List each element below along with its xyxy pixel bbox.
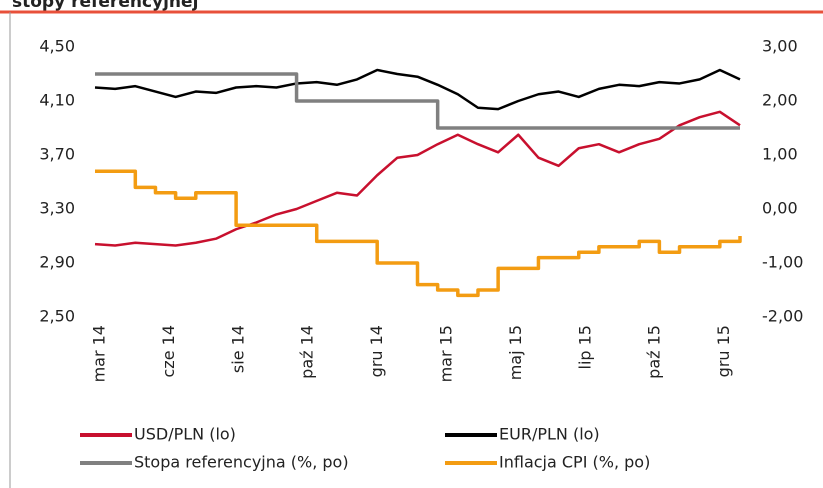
x-tick-label: paź 15 — [645, 325, 664, 379]
x-tick-label: mar 14 — [90, 325, 109, 382]
x-tick-label: gru 15 — [714, 325, 733, 377]
legend-label: Stopa referencyjna (%, po) — [134, 453, 349, 472]
x-tick-label: mar 15 — [437, 325, 456, 382]
y2-tick-label: -2,00 — [762, 307, 803, 326]
x-tick-label: paź 14 — [298, 325, 317, 379]
y-tick-label: 3,30 — [39, 199, 75, 218]
legend-label: Inflacja CPI (%, po) — [499, 453, 650, 472]
legend-label: USD/PLN (lo) — [134, 425, 236, 444]
series-line — [95, 72, 740, 130]
series-line — [94, 68, 741, 111]
x-tick-label: gru 14 — [367, 325, 386, 377]
series-line — [94, 110, 741, 247]
y2-tick-label: 1,00 — [762, 145, 798, 164]
series-line — [95, 169, 742, 298]
legend-label: EUR/PLN (lo) — [499, 425, 600, 444]
y-tick-label: 2,90 — [39, 253, 75, 272]
y-tick-label: 4,10 — [39, 91, 75, 110]
y2-tick-label: 3,00 — [762, 37, 798, 56]
x-tick-label: cze 14 — [159, 325, 178, 377]
chart-title: stopy referencyjnej — [12, 0, 198, 12]
y-tick-label: 2,50 — [39, 307, 75, 326]
y2-tick-label: 0,00 — [762, 199, 798, 218]
y-tick-label: 3,70 — [39, 145, 75, 164]
x-tick-label: lip 15 — [575, 325, 594, 370]
y2-tick-label: -1,00 — [762, 253, 803, 272]
x-tick-label: sie 14 — [228, 325, 247, 373]
x-tick-label: maj 15 — [506, 325, 525, 380]
y2-tick-label: 2,00 — [762, 91, 798, 110]
y-tick-label: 4,50 — [39, 37, 75, 56]
